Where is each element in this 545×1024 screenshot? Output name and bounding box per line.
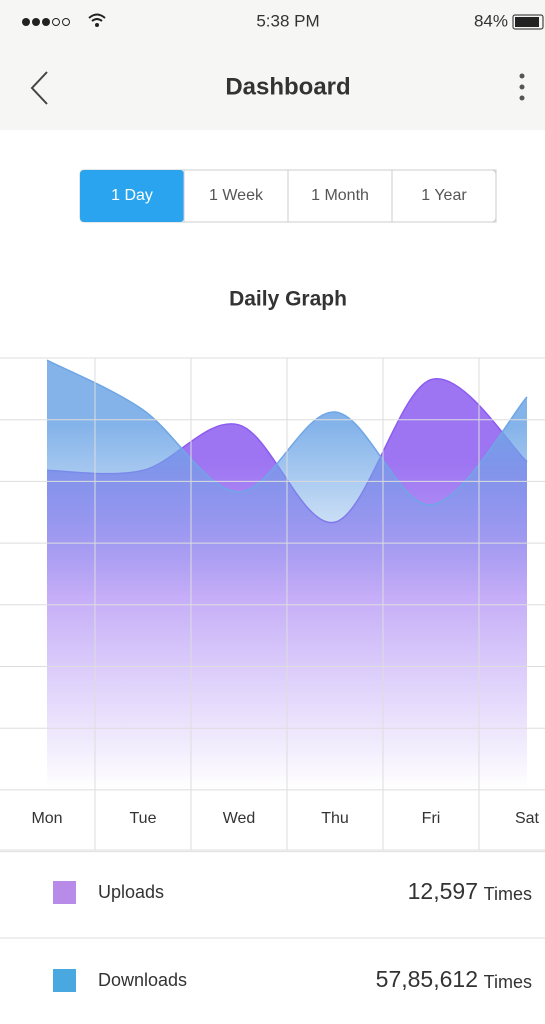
page-title: Dashboard xyxy=(225,73,350,100)
x-tick-label: Mon xyxy=(31,810,62,827)
legend-label: Uploads xyxy=(98,882,164,902)
tab[interactable] xyxy=(80,170,184,222)
legend-swatch xyxy=(53,969,76,992)
tab-label: 1 Year xyxy=(421,187,467,204)
tab[interactable] xyxy=(391,169,497,223)
battery-icon xyxy=(512,14,544,30)
signal xyxy=(22,13,106,27)
total-unit: Times xyxy=(484,884,532,904)
battery-percent: 84% xyxy=(474,11,508,30)
tab-label: 1 Month xyxy=(311,187,369,204)
x-tick-label: Tue xyxy=(130,810,157,827)
x-tick-label: Thu xyxy=(321,810,349,827)
tab-label: 1 Day xyxy=(111,187,153,204)
tab-bar: 1 Day 1 Week 1 Month 1 Year xyxy=(79,169,497,223)
top-bar xyxy=(0,0,545,130)
total-unit: Times xyxy=(484,972,532,992)
total-value: 12,597 xyxy=(408,878,478,904)
legend-swatch xyxy=(53,881,76,904)
back-button[interactable] xyxy=(30,71,48,105)
x-tick-label: Sat xyxy=(515,810,540,827)
grid: Mon Tue Wed Thu Fri Sat xyxy=(0,357,545,853)
time: 5:38 PM xyxy=(256,11,319,30)
x-tick-label: Fri xyxy=(422,810,441,827)
line xyxy=(46,359,528,506)
legend-label: Downloads xyxy=(98,970,187,990)
watermark: ID:11635558 NO:20190612142555326000 xyxy=(316,998,523,1010)
x-tick-label: Wed xyxy=(223,810,256,827)
legend: Uploads Times 12,597 Downloads Times 57,85,61… xyxy=(0,849,545,992)
tab-label: 1 Week xyxy=(209,187,264,204)
total-value: 57,85,612 xyxy=(376,966,478,992)
chart-title: Daily Graph xyxy=(229,288,347,311)
menu-button[interactable] xyxy=(519,73,525,101)
